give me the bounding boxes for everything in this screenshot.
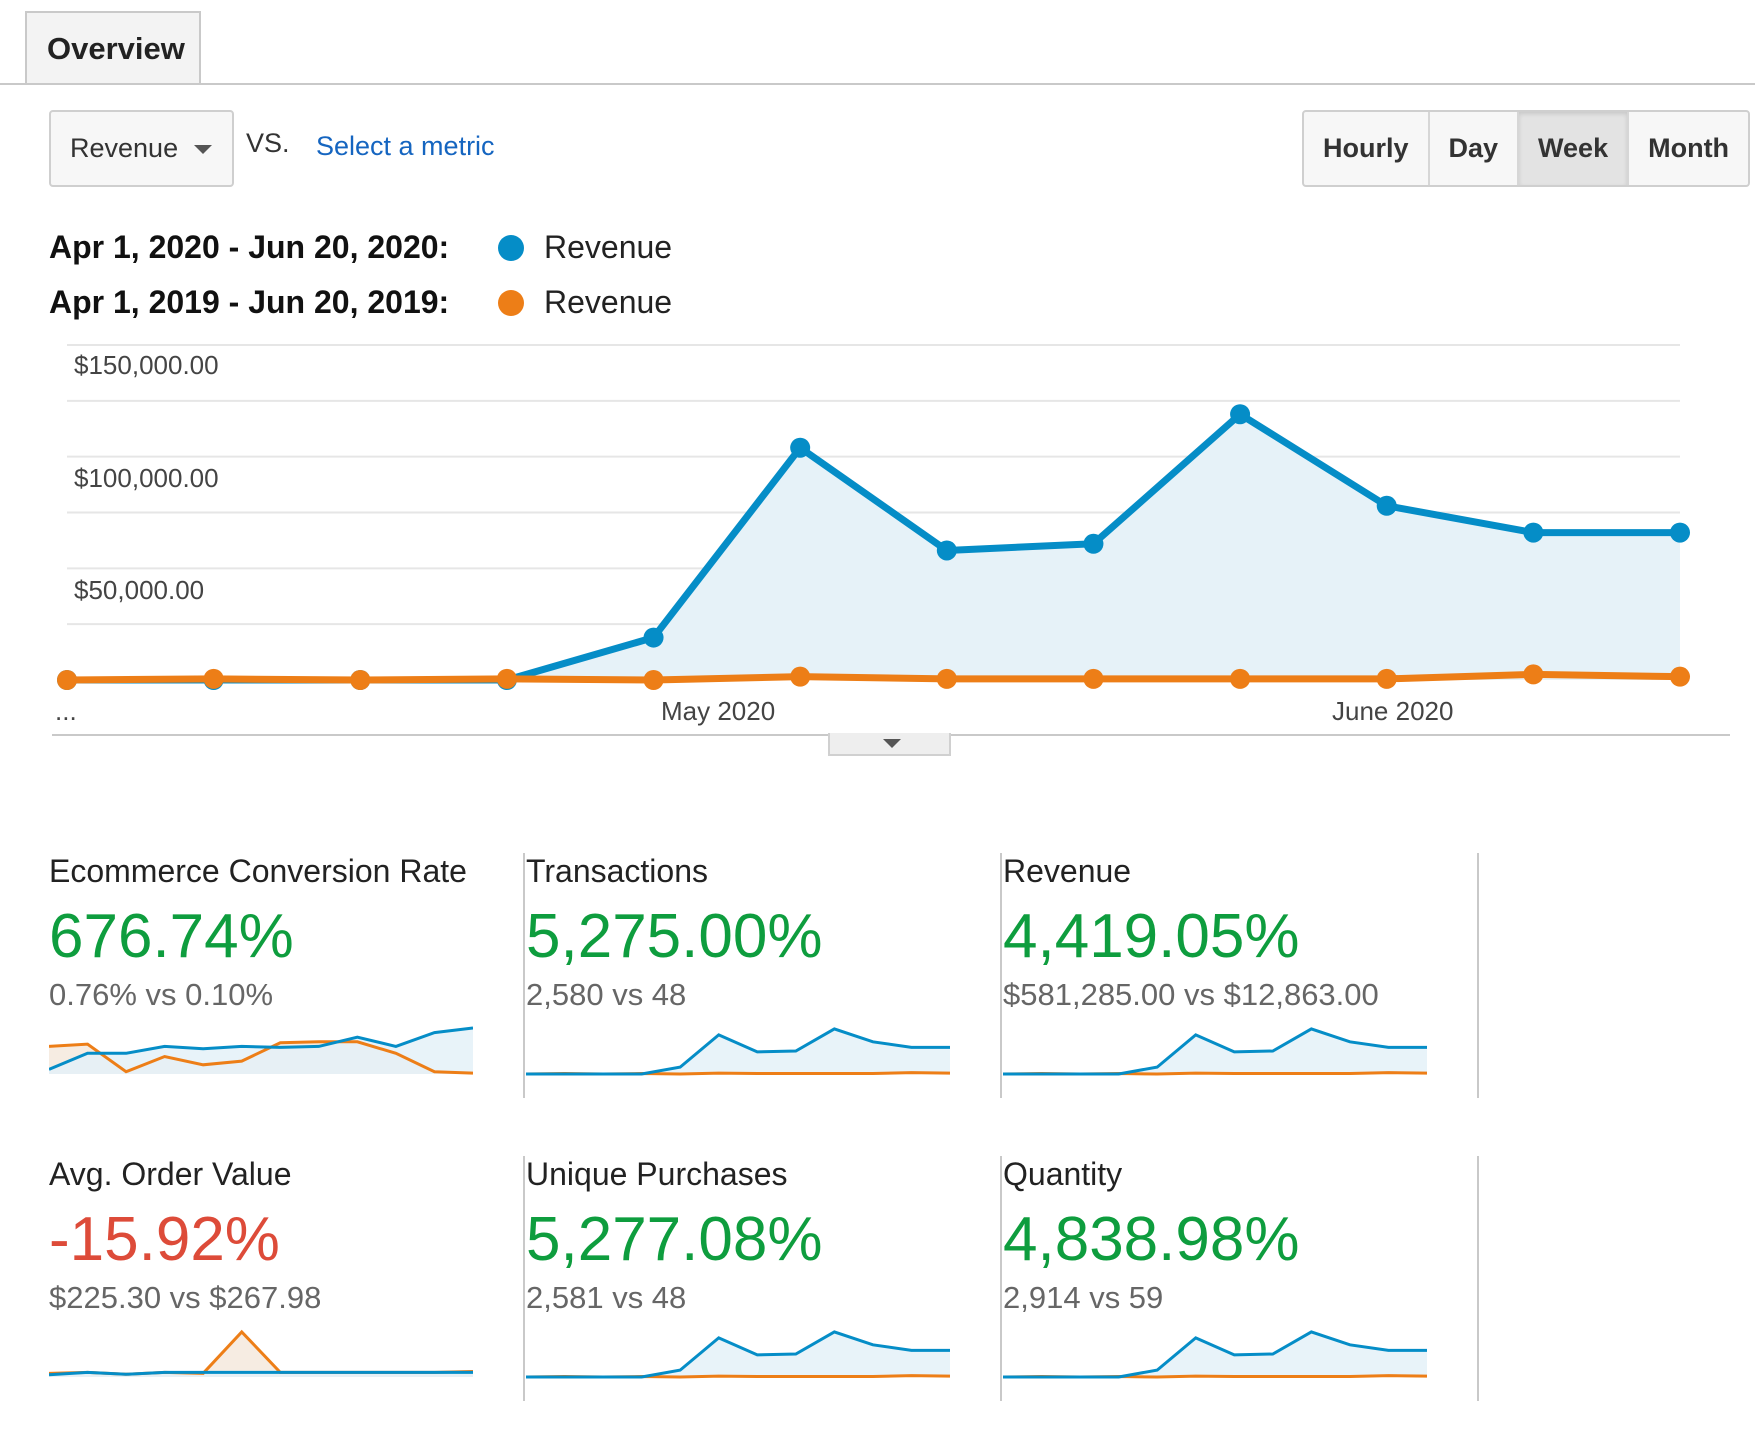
scorecard-conversion-rate[interactable]: Ecommerce Conversion Rate 676.74% 0.76% …	[49, 853, 525, 1098]
data-point	[1083, 668, 1104, 689]
scorecard-title: Transactions	[526, 853, 708, 889]
sparkline-current-area	[526, 1028, 950, 1074]
scorecard-change: -15.92%	[49, 1205, 280, 1274]
chevron-down-icon	[194, 145, 212, 154]
scorecard-unique-purchases[interactable]: Unique Purchases 5,277.08% 2,581 vs 48	[526, 1156, 1002, 1401]
data-point	[1376, 668, 1397, 689]
y-axis-tick-label: $50,000.00	[74, 575, 205, 605]
scorecard-avg-order-value[interactable]: Avg. Order Value -15.92% $225.30 vs $267…	[49, 1156, 525, 1401]
scorecard-title: Avg. Order Value	[49, 1156, 292, 1192]
scorecard-revenue[interactable]: Revenue 4,419.05% $581,285.00 vs $12,863…	[1003, 853, 1479, 1098]
data-point	[936, 540, 957, 561]
tab-overview[interactable]: Overview	[25, 11, 201, 83]
metric-dropdown-value: Revenue	[70, 133, 179, 163]
sparkline	[49, 1329, 473, 1377]
data-point	[496, 668, 517, 689]
legend-previous-date-range: Apr 1, 2019 - Jun 20, 2019:	[49, 284, 450, 320]
sparkline-current-area	[526, 1331, 950, 1377]
scorecard-quantity[interactable]: Quantity 4,838.98% 2,914 vs 59	[1003, 1156, 1479, 1401]
scorecard-comparison: 2,580 vs 48	[526, 977, 687, 1012]
sparkline-current-line	[49, 1026, 473, 1071]
scorecard-title: Revenue	[1003, 853, 1132, 889]
series-line	[66, 670, 1681, 684]
data-point	[643, 670, 664, 690]
legend-previous-metric: Revenue	[544, 284, 673, 320]
legend-current-metric: Revenue	[544, 229, 673, 265]
data-point	[1523, 664, 1544, 685]
sparkline-current-line	[1003, 1027, 1427, 1076]
sparkline	[526, 1330, 950, 1379]
sparkline	[1003, 1330, 1427, 1379]
granularity-month-button[interactable]: Month	[1648, 133, 1730, 163]
data-point	[1230, 404, 1251, 425]
sparkline-current-area	[1003, 1331, 1427, 1377]
scorecard-change: 4,419.05%	[1003, 902, 1300, 971]
scorecard-title: Quantity	[1003, 1156, 1123, 1192]
data-point	[203, 668, 224, 689]
metric-dropdown[interactable]: Revenue	[49, 110, 234, 187]
x-axis-tick-label: May 2020	[661, 696, 776, 726]
legend-previous-dot	[498, 290, 524, 316]
data-point	[1083, 533, 1104, 554]
data-point	[1376, 495, 1397, 516]
data-point	[57, 670, 77, 690]
scorecard-comparison: 2,914 vs 59	[1003, 1280, 1164, 1315]
granularity-week-button[interactable]: Week	[1519, 112, 1630, 185]
granularity-hourly-button[interactable]: Hourly	[1304, 112, 1430, 185]
legend-current-date-range: Apr 1, 2020 - Jun 20, 2020:	[49, 229, 450, 265]
data-point	[790, 437, 811, 458]
scorecard-title: Unique Purchases	[526, 1156, 788, 1192]
sparkline-current-area	[1003, 1028, 1427, 1074]
series-area	[67, 414, 1680, 680]
scorecard-title: Ecommerce Conversion Rate	[49, 853, 467, 889]
sparkline	[49, 1026, 473, 1075]
legend-current-dot	[498, 235, 524, 261]
y-axis-tick-label: $100,000.00	[74, 463, 219, 493]
scorecard-comparison: $581,285.00 vs $12,863.00	[1003, 977, 1379, 1012]
sparkline-previous-line	[49, 1040, 473, 1075]
sparkline-previous-area	[49, 1331, 473, 1377]
tab-bar-divider	[0, 83, 1755, 85]
granularity-day-button[interactable]: Day	[1430, 112, 1520, 185]
revenue-line-chart	[57, 344, 1690, 690]
select-metric-link[interactable]: Select a metric	[316, 131, 495, 161]
data-point	[1523, 522, 1544, 543]
collapse-chart-handle[interactable]	[828, 733, 951, 756]
y-axis-tick-label: $150,000.00	[74, 350, 219, 380]
data-point	[643, 627, 664, 648]
scorecard-change: 676.74%	[49, 902, 294, 971]
sparkline	[1003, 1027, 1427, 1076]
chevron-down-icon	[883, 739, 901, 748]
scorecard-transactions[interactable]: Transactions 5,275.00% 2,580 vs 48	[526, 853, 1002, 1098]
data-point	[1670, 522, 1690, 543]
sparkline-current-line	[526, 1330, 950, 1379]
scorecard-change: 5,277.08%	[526, 1205, 823, 1274]
sparkline-current-line	[1003, 1330, 1427, 1379]
scorecard-change: 5,275.00%	[526, 902, 823, 971]
scorecard-comparison: 0.76% vs 0.10%	[49, 977, 274, 1012]
vs-label: VS.	[246, 128, 290, 158]
data-point	[1230, 668, 1251, 689]
data-point	[936, 668, 957, 689]
data-point	[350, 670, 371, 690]
x-axis-tick-label: June 2020	[1332, 696, 1454, 726]
scorecard-comparison: 2,581 vs 48	[526, 1280, 687, 1315]
scorecard-change: 4,838.98%	[1003, 1205, 1300, 1274]
sparkline	[526, 1027, 950, 1076]
data-point	[790, 666, 811, 687]
data-point	[1670, 666, 1690, 687]
scorecard-comparison: $225.30 vs $267.98	[49, 1280, 322, 1315]
sparkline-current-line	[526, 1027, 950, 1076]
granularity-toggle: Hourly Day Week Month	[1302, 110, 1751, 187]
sparkline-current-line	[49, 1370, 473, 1377]
x-axis-tick-label: ...	[55, 696, 77, 726]
